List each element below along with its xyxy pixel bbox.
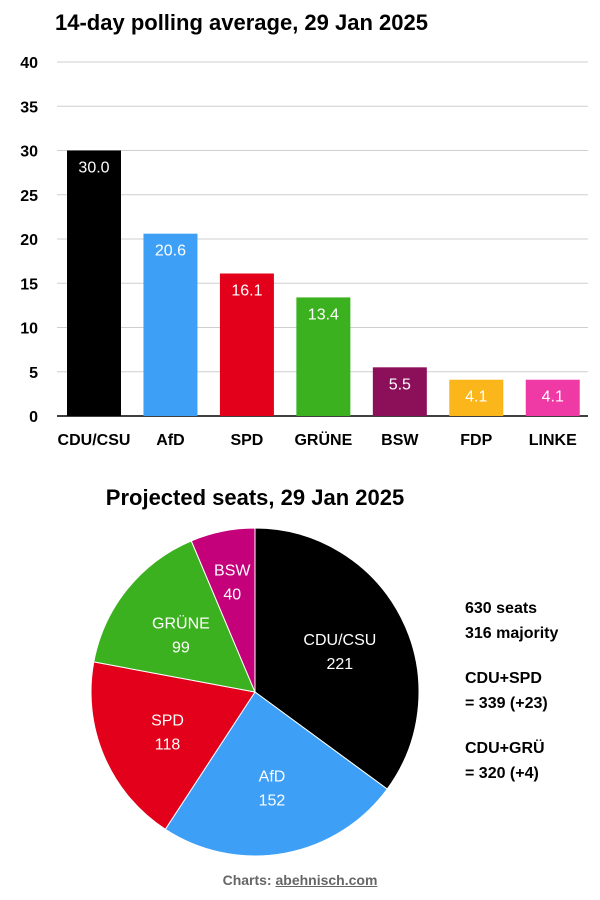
bar-value-label: 4.1 bbox=[542, 389, 564, 406]
bar-gr-ne bbox=[296, 297, 351, 416]
x-tick-label: BSW bbox=[381, 432, 419, 449]
pie-chart-slices bbox=[90, 527, 420, 857]
bar-linke bbox=[525, 379, 580, 416]
y-tick-label: 25 bbox=[20, 188, 38, 205]
x-tick-label: AfD bbox=[156, 432, 184, 449]
bar-value-label: 13.4 bbox=[308, 306, 339, 323]
pie-slice-value: 40 bbox=[223, 586, 241, 603]
polling-bar-chart: 14-day polling average, 29 Jan 2025 0 5 10… bbox=[20, 10, 588, 449]
annotation-total-seats: 630 seats bbox=[465, 600, 537, 617]
bar-chart-bars bbox=[67, 150, 580, 416]
bar-chart-x-axis: CDU/CSU AfD SPD GRÜNE BSW FDP LINKE bbox=[58, 430, 578, 449]
x-tick-label: CDU/CSU bbox=[58, 432, 131, 449]
y-tick-label: 40 bbox=[20, 55, 38, 72]
pie-slice-name: CDU/CSU bbox=[303, 632, 376, 649]
x-tick-label: SPD bbox=[230, 432, 263, 449]
pie-slice-cdu-csu bbox=[254, 527, 420, 790]
pie-slice-value: 152 bbox=[259, 793, 286, 810]
y-tick-label: 10 bbox=[20, 321, 38, 338]
x-tick-label: LINKE bbox=[529, 432, 577, 449]
bar-value-label: 20.6 bbox=[155, 243, 186, 260]
bar-chart-title: 14-day polling average, 29 Jan 2025 bbox=[55, 10, 428, 35]
seat-annotations: 630 seats 316 majority CDU+SPD = 339 (+2… bbox=[465, 600, 558, 782]
y-tick-label: 20 bbox=[20, 232, 38, 249]
credit-link[interactable]: abehnisch.com bbox=[275, 872, 378, 888]
y-tick-label: 30 bbox=[20, 144, 38, 161]
pie-slice-name: SPD bbox=[151, 712, 184, 729]
bar-afd bbox=[143, 233, 198, 416]
pie-slice-name: GRÜNE bbox=[152, 614, 210, 632]
y-tick-label: 0 bbox=[29, 409, 38, 426]
pie-slice-value: 99 bbox=[172, 639, 190, 656]
pie-slice-bsw bbox=[190, 527, 256, 693]
annotation-cdu-gru: CDU+GRÜ bbox=[465, 738, 545, 757]
pie-slice-name: AfD bbox=[259, 769, 286, 786]
x-tick-label: GRÜNE bbox=[294, 430, 352, 449]
x-tick-label: FDP bbox=[460, 432, 492, 449]
bar-chart-value-labels: 30.0 20.6 16.1 13.4 5.5 4.1 4.1 bbox=[78, 160, 564, 406]
pie-chart-title: Projected seats, 29 Jan 2025 bbox=[106, 485, 404, 510]
bar-spd bbox=[219, 273, 274, 416]
pie-chart-labels: CDU/CSU 221 AfD 152 SPD 118 GRÜNE 99 BSW 40 bbox=[151, 562, 376, 809]
pie-slice-value: 118 bbox=[155, 736, 181, 753]
annotation-cdu-spd: CDU+SPD bbox=[465, 670, 542, 687]
bar-bsw bbox=[372, 367, 427, 416]
bar-cdu-csu bbox=[67, 150, 121, 416]
bar-value-label: 30.0 bbox=[78, 160, 109, 177]
pie-slice-value: 221 bbox=[327, 656, 354, 673]
pie-slice-afd bbox=[164, 691, 388, 857]
credit-prefix: Charts: bbox=[222, 872, 276, 888]
bar-value-label: 4.1 bbox=[465, 389, 487, 406]
bar-value-label: 5.5 bbox=[389, 376, 411, 393]
chart-credit: Charts: abehnisch.com bbox=[0, 872, 600, 888]
bar-chart-y-axis: 0 5 10 15 20 25 30 35 40 bbox=[20, 55, 38, 426]
bar-fdp bbox=[449, 379, 504, 416]
pie-slice-gr-ne bbox=[93, 540, 256, 693]
annotation-cdu-gru-sum: = 320 (+4) bbox=[465, 765, 539, 782]
bar-value-label: 16.1 bbox=[231, 283, 262, 300]
y-tick-label: 35 bbox=[20, 99, 38, 116]
annotation-cdu-spd-sum: = 339 (+23) bbox=[465, 695, 548, 712]
seats-pie-chart: Projected seats, 29 Jan 2025 CDU/CSU 221 A… bbox=[90, 485, 558, 857]
pie-slice-name: BSW bbox=[214, 562, 251, 579]
y-tick-label: 15 bbox=[20, 276, 38, 293]
pie-slice-spd bbox=[90, 661, 256, 831]
annotation-majority: 316 majority bbox=[465, 625, 558, 642]
y-tick-label: 5 bbox=[29, 365, 38, 382]
